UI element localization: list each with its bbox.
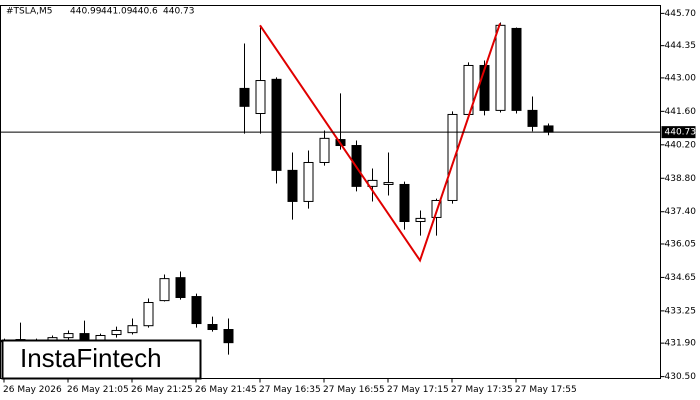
candle-body bbox=[191, 296, 202, 325]
y-tick-label: 434.65 bbox=[665, 273, 697, 283]
x-tick-label: 26 May 21:05 bbox=[67, 385, 129, 395]
y-tick-label: 438.80 bbox=[665, 174, 697, 184]
candle-body bbox=[159, 278, 170, 302]
x-tick-label: 27 May 16:35 bbox=[259, 385, 321, 395]
pattern-line bbox=[259, 23, 501, 263]
candle-body bbox=[143, 302, 154, 327]
candle-body bbox=[479, 64, 490, 111]
y-tick-label: 445.70 bbox=[665, 9, 697, 19]
plot-frame bbox=[0, 5, 661, 379]
price-label-bg bbox=[661, 126, 696, 139]
candle-body bbox=[399, 183, 410, 223]
x-tick-label: 26 May 2026 bbox=[3, 385, 62, 395]
x-tick-label: 27 May 17:55 bbox=[515, 385, 577, 395]
x-tick-label: 26 May 21:45 bbox=[195, 385, 257, 395]
candle-body bbox=[447, 113, 458, 201]
candle-body bbox=[319, 137, 330, 163]
x-tick-label: 27 May 16:55 bbox=[323, 385, 385, 395]
y-tick-label: 443.00 bbox=[665, 73, 697, 83]
candle-body bbox=[79, 333, 90, 342]
candle-body bbox=[287, 169, 298, 202]
candle-body bbox=[239, 87, 250, 107]
y-tick-label: 436.05 bbox=[665, 239, 697, 249]
y-tick-label: 430.50 bbox=[665, 372, 697, 382]
candle-body bbox=[127, 325, 138, 334]
price-label: 440.73 bbox=[665, 128, 697, 138]
header-high: 441.09 bbox=[101, 7, 133, 17]
y-tick-label: 441.60 bbox=[665, 107, 697, 117]
candle-body bbox=[175, 277, 186, 298]
header-open: 440.99 bbox=[70, 7, 102, 17]
logo: InstaFintech bbox=[20, 343, 162, 373]
candle-body bbox=[415, 217, 426, 223]
candle-body bbox=[543, 125, 554, 133]
y-tick-label: 431.90 bbox=[665, 339, 697, 349]
candle-body bbox=[383, 182, 394, 185]
candle-body bbox=[255, 80, 266, 115]
candle-body bbox=[63, 333, 74, 339]
candle-body bbox=[207, 323, 218, 331]
candle-body bbox=[111, 329, 122, 336]
x-tick-label: 27 May 17:15 bbox=[387, 385, 449, 395]
y-tick-label: 437.40 bbox=[665, 207, 697, 217]
candle-body bbox=[527, 109, 538, 127]
candle-body bbox=[303, 161, 314, 202]
candle-body bbox=[511, 27, 522, 111]
header-close: 440.73 bbox=[163, 7, 195, 17]
header-low: 440.6 bbox=[132, 7, 158, 17]
candle-body bbox=[223, 329, 234, 344]
symbol: #TSLA,M5 bbox=[6, 7, 52, 17]
logo-box bbox=[1, 339, 202, 380]
x-tick-label: 27 May 17:35 bbox=[451, 385, 513, 395]
candle-body bbox=[271, 78, 282, 171]
y-tick-label: 444.35 bbox=[665, 41, 697, 51]
x-tick-label: 26 May 21:25 bbox=[131, 385, 193, 395]
candle-body bbox=[495, 24, 506, 111]
y-tick-label: 433.25 bbox=[665, 306, 697, 316]
y-tick-label: 440.20 bbox=[665, 140, 697, 150]
